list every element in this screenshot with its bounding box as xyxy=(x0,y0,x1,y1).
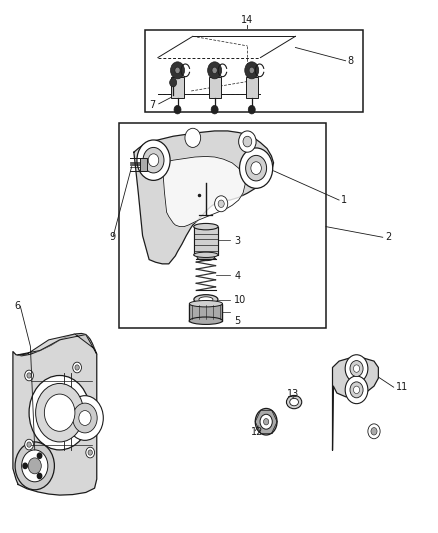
Bar xyxy=(140,158,147,171)
Circle shape xyxy=(28,458,41,474)
Text: 13: 13 xyxy=(287,389,299,399)
Text: 4: 4 xyxy=(234,271,240,281)
Circle shape xyxy=(251,162,261,174)
Circle shape xyxy=(27,373,31,378)
Circle shape xyxy=(67,395,103,440)
Bar xyxy=(119,123,326,328)
Circle shape xyxy=(170,62,184,79)
Circle shape xyxy=(143,148,164,173)
Text: 7: 7 xyxy=(149,100,155,110)
Circle shape xyxy=(353,365,360,372)
Circle shape xyxy=(174,106,181,114)
Ellipse shape xyxy=(189,301,223,307)
Circle shape xyxy=(15,442,54,490)
Circle shape xyxy=(249,67,254,74)
Circle shape xyxy=(255,408,277,435)
Polygon shape xyxy=(18,334,97,355)
Ellipse shape xyxy=(197,254,215,261)
Polygon shape xyxy=(189,304,223,321)
Circle shape xyxy=(21,450,48,482)
Circle shape xyxy=(88,450,92,455)
Circle shape xyxy=(44,394,75,431)
Polygon shape xyxy=(194,227,218,255)
Circle shape xyxy=(211,106,218,114)
Circle shape xyxy=(148,154,159,166)
Text: 6: 6 xyxy=(14,301,21,311)
Circle shape xyxy=(260,414,272,429)
Text: 12: 12 xyxy=(251,427,263,438)
Circle shape xyxy=(371,427,377,435)
Text: 1: 1 xyxy=(341,195,347,205)
Circle shape xyxy=(245,62,259,79)
Text: 3: 3 xyxy=(234,236,240,246)
Circle shape xyxy=(37,473,42,479)
Text: 8: 8 xyxy=(348,56,354,66)
Circle shape xyxy=(175,67,180,74)
Ellipse shape xyxy=(194,295,218,304)
Ellipse shape xyxy=(194,252,218,257)
Circle shape xyxy=(25,370,33,381)
Circle shape xyxy=(75,365,79,370)
Circle shape xyxy=(23,463,27,469)
Circle shape xyxy=(368,424,380,439)
Circle shape xyxy=(185,128,201,148)
Circle shape xyxy=(345,355,368,382)
Circle shape xyxy=(73,403,97,433)
Circle shape xyxy=(239,131,256,152)
Ellipse shape xyxy=(286,395,302,409)
Circle shape xyxy=(35,383,84,442)
Circle shape xyxy=(353,386,360,393)
Circle shape xyxy=(248,106,255,114)
Circle shape xyxy=(37,453,42,458)
Bar xyxy=(171,77,184,98)
Circle shape xyxy=(170,78,177,87)
Circle shape xyxy=(73,362,81,373)
Text: 11: 11 xyxy=(396,382,408,392)
Ellipse shape xyxy=(199,297,213,302)
Bar xyxy=(208,77,221,98)
Circle shape xyxy=(240,148,273,188)
Circle shape xyxy=(29,375,90,450)
Circle shape xyxy=(27,442,31,447)
Text: 10: 10 xyxy=(234,295,247,305)
Circle shape xyxy=(246,156,267,181)
Circle shape xyxy=(208,62,222,79)
Ellipse shape xyxy=(189,317,223,325)
Ellipse shape xyxy=(194,223,218,230)
Circle shape xyxy=(345,376,368,403)
Text: 2: 2 xyxy=(385,232,391,243)
Circle shape xyxy=(79,410,91,425)
Circle shape xyxy=(350,382,363,398)
Bar xyxy=(145,30,363,112)
Polygon shape xyxy=(332,358,378,450)
Circle shape xyxy=(264,418,269,425)
Bar xyxy=(246,77,258,98)
Circle shape xyxy=(86,447,95,458)
Circle shape xyxy=(243,136,252,147)
Polygon shape xyxy=(134,131,274,264)
Circle shape xyxy=(350,361,363,376)
Circle shape xyxy=(25,439,33,450)
Circle shape xyxy=(212,67,217,74)
Text: 5: 5 xyxy=(234,316,240,326)
Text: 14: 14 xyxy=(241,15,254,26)
Text: 9: 9 xyxy=(109,232,115,243)
Polygon shape xyxy=(162,157,245,227)
Polygon shape xyxy=(13,334,97,495)
Circle shape xyxy=(215,196,228,212)
Ellipse shape xyxy=(290,398,298,406)
Circle shape xyxy=(218,200,224,207)
Circle shape xyxy=(137,140,170,180)
